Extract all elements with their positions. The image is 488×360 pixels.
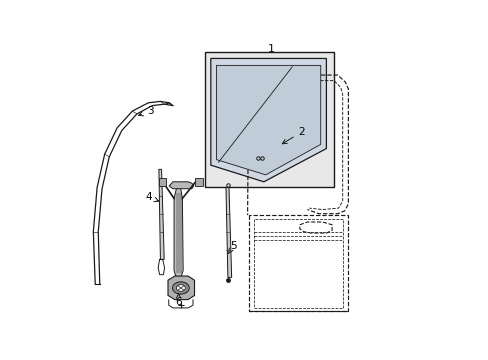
Text: 6: 6 (175, 294, 182, 307)
Circle shape (176, 285, 185, 291)
Polygon shape (225, 187, 231, 278)
Polygon shape (216, 66, 320, 175)
Polygon shape (168, 276, 194, 300)
Polygon shape (174, 187, 183, 279)
Text: 2: 2 (282, 127, 305, 144)
Text: 3: 3 (139, 106, 153, 116)
Polygon shape (159, 177, 166, 186)
Circle shape (172, 282, 189, 294)
Polygon shape (210, 58, 326, 182)
Text: 4: 4 (144, 192, 159, 202)
Text: 1: 1 (267, 44, 274, 54)
Polygon shape (159, 169, 164, 260)
Polygon shape (194, 177, 203, 186)
Polygon shape (169, 182, 193, 189)
Polygon shape (205, 51, 333, 187)
Text: 5: 5 (228, 240, 236, 253)
